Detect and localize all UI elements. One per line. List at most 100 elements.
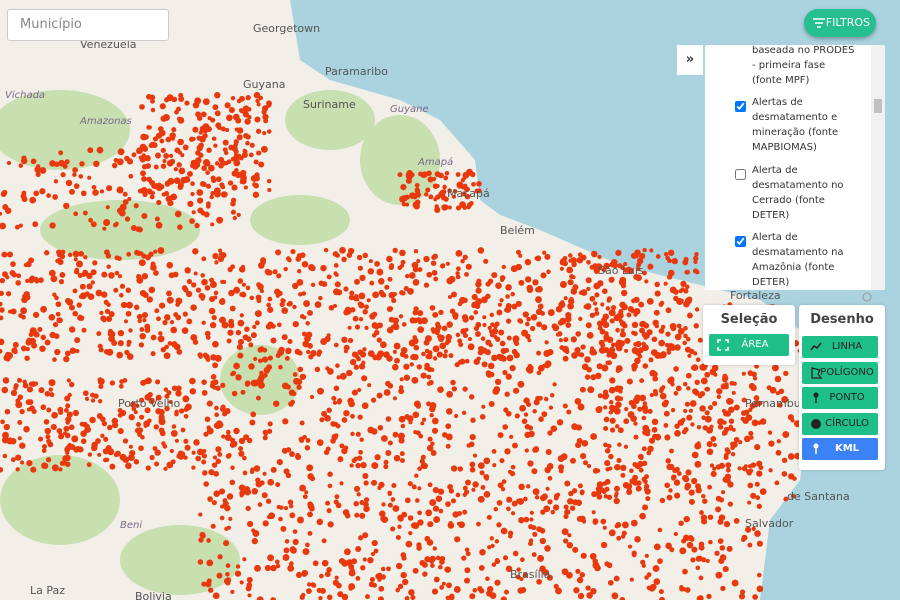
alert-point bbox=[69, 347, 77, 354]
alert-point bbox=[223, 540, 230, 547]
alert-point bbox=[359, 512, 366, 519]
alert-point bbox=[604, 460, 611, 467]
layers-toggle[interactable]: » bbox=[677, 45, 703, 75]
alert-point bbox=[162, 114, 170, 121]
alert-point bbox=[469, 434, 476, 441]
alert-point bbox=[214, 405, 219, 411]
alert-point bbox=[683, 288, 689, 294]
alert-point bbox=[243, 434, 250, 441]
draw-button[interactable]: KML bbox=[802, 438, 878, 460]
alert-point bbox=[377, 425, 384, 431]
alert-point bbox=[50, 275, 58, 283]
alert-point bbox=[212, 385, 217, 390]
alert-point bbox=[346, 369, 353, 377]
alert-point bbox=[163, 387, 169, 392]
alert-point bbox=[213, 490, 220, 497]
alert-point bbox=[162, 319, 168, 326]
alert-point bbox=[596, 405, 603, 412]
alert-point bbox=[92, 260, 98, 266]
alert-point bbox=[600, 342, 606, 348]
alert-point bbox=[180, 427, 186, 433]
alert-point bbox=[201, 278, 208, 286]
alert-point bbox=[15, 467, 20, 472]
alert-point bbox=[355, 462, 361, 469]
draw-button[interactable]: PONTO bbox=[802, 387, 878, 409]
alert-point bbox=[639, 327, 645, 334]
alert-point bbox=[400, 423, 406, 429]
alert-point bbox=[523, 496, 528, 502]
alert-point bbox=[190, 163, 196, 169]
alert-point bbox=[27, 399, 34, 406]
alert-point bbox=[517, 380, 525, 388]
draw-button[interactable]: LINHA bbox=[802, 336, 878, 358]
alert-point bbox=[17, 394, 24, 400]
alert-point bbox=[414, 498, 420, 503]
alert-point bbox=[572, 499, 579, 506]
alert-point bbox=[32, 311, 40, 319]
alert-point bbox=[245, 140, 250, 146]
layer-checkbox[interactable] bbox=[735, 169, 746, 180]
alert-point bbox=[147, 188, 153, 195]
alert-point bbox=[397, 583, 404, 589]
alert-point bbox=[295, 571, 303, 579]
alert-point bbox=[231, 390, 238, 397]
alert-point bbox=[0, 191, 7, 197]
alert-point bbox=[226, 338, 232, 344]
alert-point bbox=[571, 488, 578, 494]
alert-point bbox=[374, 454, 381, 461]
alert-point bbox=[756, 540, 763, 547]
alert-point bbox=[571, 261, 577, 268]
alert-point bbox=[511, 303, 518, 310]
alert-point bbox=[166, 160, 174, 167]
alert-point bbox=[3, 423, 10, 431]
alert-point bbox=[748, 430, 754, 436]
alert-point bbox=[307, 511, 313, 518]
alert-point bbox=[642, 247, 647, 253]
alert-point bbox=[575, 331, 582, 337]
alert-point bbox=[497, 482, 504, 489]
alert-point bbox=[462, 183, 468, 189]
alert-point bbox=[41, 444, 48, 450]
alert-point bbox=[276, 504, 281, 510]
alert-point bbox=[0, 301, 3, 307]
alert-point bbox=[497, 302, 502, 307]
alert-point bbox=[100, 417, 106, 423]
alert-point bbox=[417, 267, 423, 273]
alert-point bbox=[442, 353, 448, 359]
alert-point bbox=[3, 354, 10, 362]
alert-point bbox=[618, 319, 623, 324]
alert-point bbox=[231, 197, 237, 203]
filters-button[interactable]: FILTROS bbox=[804, 9, 876, 37]
alert-point bbox=[278, 516, 283, 522]
alert-point bbox=[682, 568, 688, 575]
draw-button[interactable]: POLÍGONO bbox=[802, 361, 878, 384]
alert-point bbox=[592, 519, 598, 525]
layer-checkbox[interactable] bbox=[735, 236, 746, 247]
alert-point bbox=[332, 400, 338, 405]
alert-point bbox=[536, 350, 542, 356]
draw-button[interactable]: CÍRCULO bbox=[802, 412, 878, 435]
alert-point bbox=[783, 370, 789, 377]
alert-point bbox=[162, 158, 167, 164]
draw-label: CÍRCULO bbox=[825, 417, 869, 429]
alert-point bbox=[472, 481, 479, 488]
area-button[interactable]: ÁREA bbox=[709, 334, 789, 356]
alert-point bbox=[292, 282, 299, 290]
alert-point bbox=[331, 395, 337, 401]
alert-point bbox=[421, 351, 426, 357]
alert-point bbox=[199, 135, 206, 143]
alert-point bbox=[220, 504, 225, 509]
alert-point bbox=[1, 386, 9, 394]
alert-point bbox=[363, 497, 370, 503]
alert-point bbox=[232, 113, 240, 121]
municipality-search[interactable]: Município bbox=[7, 9, 169, 41]
alert-point bbox=[584, 356, 591, 363]
layer-checkbox[interactable] bbox=[735, 101, 746, 112]
alert-point bbox=[560, 300, 565, 305]
alert-point bbox=[79, 315, 85, 320]
alert-point bbox=[222, 139, 229, 146]
alert-point bbox=[211, 314, 217, 321]
alert-point bbox=[712, 442, 718, 448]
alert-point bbox=[268, 512, 275, 520]
alert-point bbox=[235, 329, 242, 336]
